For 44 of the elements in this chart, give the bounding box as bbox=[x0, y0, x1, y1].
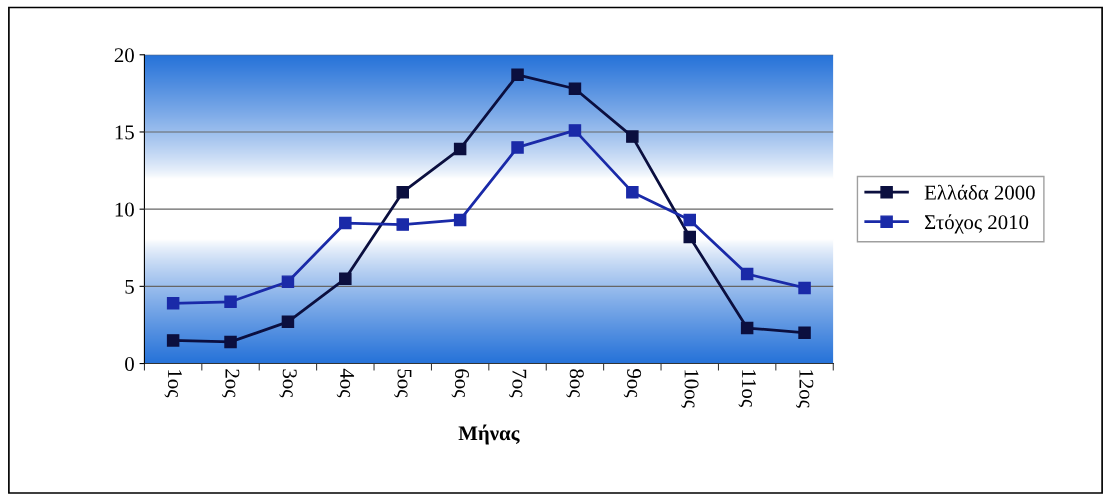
point bbox=[511, 141, 524, 154]
point bbox=[626, 185, 639, 199]
point bbox=[224, 335, 237, 349]
x-tick-label: 4ος bbox=[336, 368, 355, 398]
legend-label: Στόχος 2010 bbox=[924, 214, 1029, 234]
point bbox=[511, 68, 524, 82]
point bbox=[224, 295, 237, 309]
x-tick-label: 2ος bbox=[221, 369, 240, 398]
point bbox=[568, 82, 582, 95]
point bbox=[396, 218, 409, 231]
point bbox=[453, 142, 467, 156]
point bbox=[339, 272, 352, 285]
point bbox=[626, 130, 639, 143]
x-axis-title: Μήνας bbox=[458, 424, 520, 445]
legend-label: Ελλάδα 2000 bbox=[924, 184, 1035, 200]
point bbox=[568, 124, 582, 137]
x-tick-label: 6ος bbox=[451, 369, 469, 398]
x-tick-label: 5ος bbox=[394, 369, 412, 398]
x-tick-label: 11ος bbox=[738, 370, 756, 407]
y-tick-label: 5 bbox=[125, 279, 134, 294]
point bbox=[683, 230, 696, 244]
point bbox=[166, 334, 180, 347]
x-tick-label: 1ος bbox=[164, 370, 182, 398]
point bbox=[339, 216, 352, 230]
y-tick-label: 20 bbox=[114, 48, 134, 63]
x-tick-label: 12ος bbox=[795, 370, 814, 408]
point bbox=[453, 213, 467, 227]
point bbox=[281, 315, 295, 329]
x-tick-label: 9ος bbox=[623, 369, 642, 398]
point bbox=[396, 185, 409, 199]
point bbox=[683, 213, 696, 227]
x-tick-label: 7ος bbox=[508, 369, 527, 398]
x-tick-label: 3ος bbox=[279, 369, 297, 398]
point bbox=[798, 326, 811, 339]
y-tick-label: 15 bbox=[115, 125, 134, 140]
x-tick-label: 8ος bbox=[566, 369, 584, 398]
point bbox=[740, 321, 754, 335]
point bbox=[166, 297, 180, 310]
point bbox=[798, 281, 811, 295]
y-tick-label: 0 bbox=[125, 356, 134, 371]
y-tick-label: 10 bbox=[115, 202, 134, 217]
point bbox=[281, 275, 295, 288]
point bbox=[740, 267, 754, 281]
x-tick-label: 10ος bbox=[681, 370, 699, 408]
